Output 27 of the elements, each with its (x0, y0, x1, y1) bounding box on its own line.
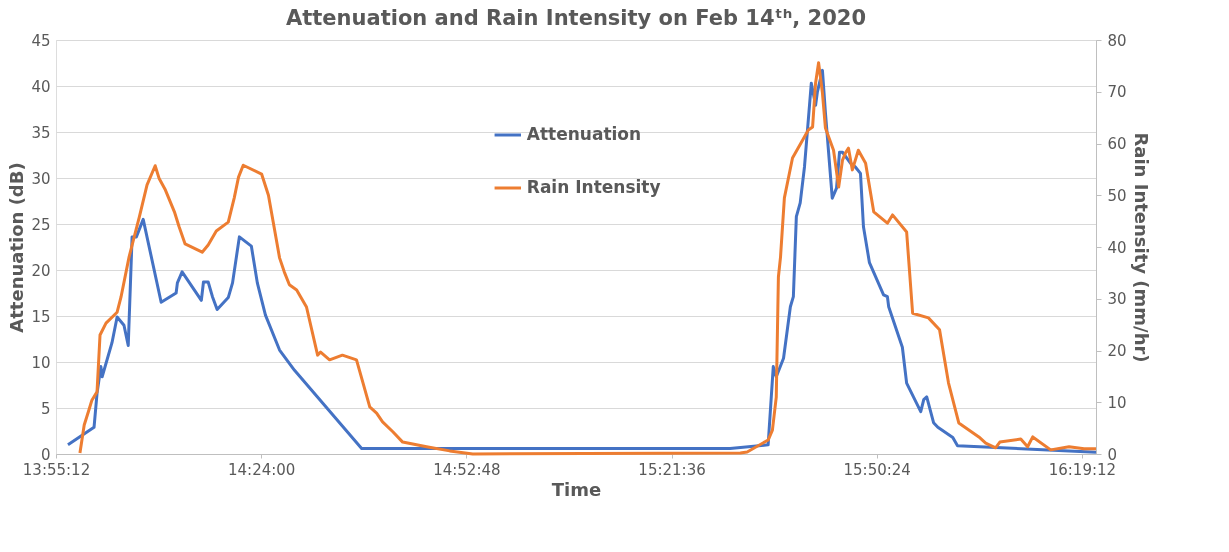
y-tick-label: 25 (31, 215, 51, 234)
y-tick-label: 35 (31, 123, 51, 142)
y-tick-label: 5 (40, 399, 51, 418)
y-axis-title: Attenuation (dB) (6, 162, 28, 333)
x-tick-label: 15:21:36 (638, 460, 706, 479)
y-tick-label: 30 (31, 169, 51, 188)
y2-tick-label: 20 (1107, 342, 1127, 360)
y2-tick-label: 30 (1107, 290, 1127, 309)
y2-tick-label: 50 (1107, 186, 1127, 205)
y2-tick-label: 70 (1107, 83, 1127, 102)
chart-title: Attenuation and Rain Intensity on Feb 14ᵗʰ, 2020 (285, 6, 867, 30)
y2-tick-label: 10 (1107, 393, 1127, 412)
legend-label: Rain Intensity (526, 177, 661, 197)
y2-tick-label: 80 (1107, 31, 1127, 50)
y-tick-label: 15 (31, 307, 51, 326)
x-tick-label: 14:52:48 (433, 460, 501, 479)
y2-axis-title: Rain Intensity (mm/hr) (1130, 132, 1152, 363)
y-tick-label: 10 (31, 353, 51, 372)
y-tick-label: 20 (31, 261, 51, 280)
y-tick-label: 40 (31, 77, 51, 96)
x-tick-label: 14:24:00 (227, 460, 296, 479)
y2-tick-label: 60 (1107, 135, 1127, 153)
y-tick-label: 45 (31, 31, 51, 50)
x-tick-label: 15:50:24 (843, 460, 911, 479)
legend-label: Attenuation (526, 124, 642, 144)
x-axis-title: Time (551, 478, 602, 500)
y2-tick-label: 40 (1107, 238, 1127, 257)
